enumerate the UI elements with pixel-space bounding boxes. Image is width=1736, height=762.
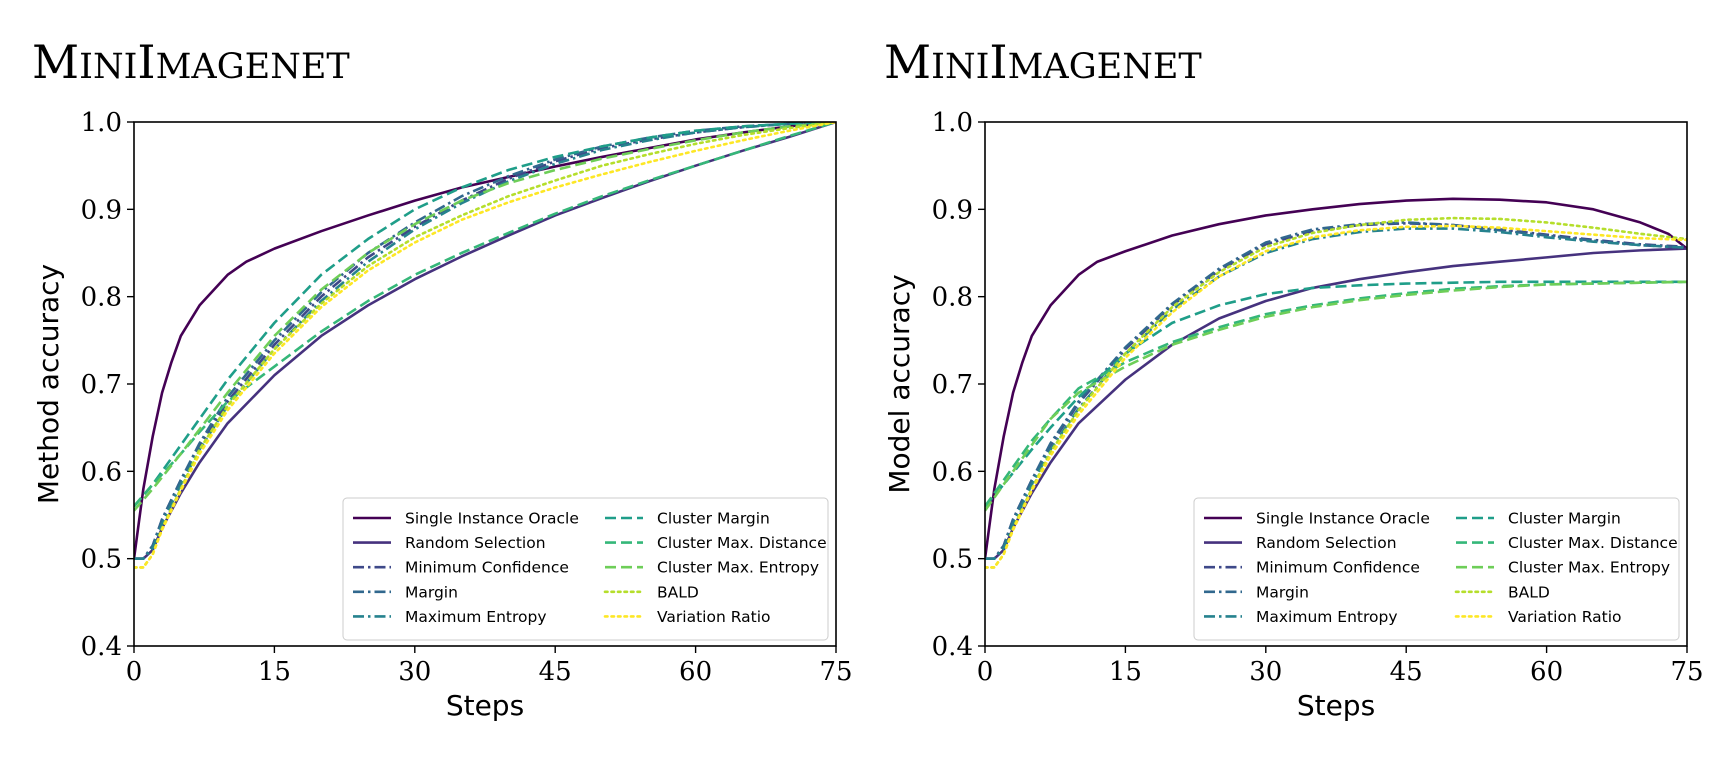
series-line-cluster-margin [985, 280, 1687, 508]
chart-panel-model-accuracy: MINIIMAGENET 0 15 30 45 60 75 0.4 0.5 0.6 0.7 0.8 0.… [883, 35, 1704, 722]
legend-item: Margin [353, 583, 458, 601]
x-tick-label: 60 [679, 657, 712, 687]
series-line-maximum-entropy [985, 227, 1687, 560]
legend-label: Cluster Max. Entropy [1508, 559, 1670, 577]
legend-label: Margin [405, 583, 458, 601]
series-group [134, 122, 836, 569]
legend-item: Cluster Margin [605, 510, 770, 528]
legend-item: Single Instance Oracle [1204, 510, 1430, 528]
series-line-single-instance-oracle [134, 122, 836, 559]
legend-item: Single Instance Oracle [353, 510, 579, 528]
legend-label: Minimum Confidence [405, 559, 569, 577]
series-line-variation-ratio [134, 122, 836, 569]
legend-label: Cluster Max. Distance [657, 534, 827, 552]
series-line-maximum-entropy [134, 122, 836, 560]
x-tick-label: 60 [1530, 657, 1563, 687]
legend-label: Variation Ratio [657, 608, 771, 626]
legend-label: BALD [657, 583, 699, 601]
y-tick-label: 0.9 [932, 195, 973, 225]
y-tick-label: 0.9 [81, 195, 122, 225]
legend-item: Cluster Max. Distance [1456, 534, 1678, 552]
y-tick-label: 0.6 [932, 457, 973, 487]
legend-item: Margin [1204, 583, 1309, 601]
y-tick-label: 0.8 [81, 283, 122, 313]
legend: Single Instance Oracle Random Selection Mi… [1193, 497, 1680, 641]
y-axis-label: Model accuracy [883, 274, 916, 493]
legend-label: Margin [1256, 583, 1309, 601]
legend-label: Cluster Max. Entropy [657, 559, 819, 577]
y-tick-label: 0.8 [932, 283, 973, 313]
legend-label: Random Selection [405, 534, 546, 552]
x-tick-label: 75 [1670, 657, 1703, 687]
y-tick-label: 0.6 [81, 457, 122, 487]
legend-item: Maximum Entropy [353, 608, 547, 626]
legend-item: Variation Ratio [1454, 608, 1622, 626]
series-line-cluster-max-distance [134, 122, 836, 508]
series-line-cluster-max-entropy [134, 122, 836, 512]
y-tick-label: 1.0 [81, 108, 122, 138]
y-tick-label: 0.4 [932, 632, 973, 662]
legend-label: Cluster Margin [1508, 510, 1621, 528]
series-group [985, 197, 1687, 569]
legend-label: Cluster Max. Distance [1508, 534, 1678, 552]
legend-item: BALD [603, 583, 699, 601]
y-tick-label: 0.7 [81, 370, 122, 400]
legend-item: Cluster Max. Entropy [605, 559, 819, 577]
legend-item: Minimum Confidence [1204, 559, 1420, 577]
x-axis-label: Steps [1297, 689, 1375, 722]
chart-panel-method-accuracy: MINIIMAGENET 0 15 30 45 60 75 0.4 0.5 0.6 0.7 0.8 0.… [32, 35, 853, 722]
x-tick-label: 75 [819, 657, 852, 687]
series-line-minimum-confidence [134, 122, 836, 560]
chart-title: MINIIMAGENET [32, 35, 350, 89]
legend-label: Random Selection [1256, 534, 1397, 552]
x-axis-label: Steps [446, 689, 524, 722]
series-line-variation-ratio [985, 224, 1687, 569]
x-tick-label: 30 [1249, 657, 1282, 687]
y-tick-label: 0.5 [932, 545, 973, 575]
legend-item: Maximum Entropy [1204, 608, 1398, 626]
y-tick-label: 1.0 [932, 108, 973, 138]
legend-label: Cluster Margin [657, 510, 770, 528]
y-tick-label: 0.7 [932, 370, 973, 400]
series-line-margin [985, 221, 1687, 560]
y-axis-label: Method accuracy [32, 264, 65, 504]
x-tick-label: 30 [398, 657, 431, 687]
legend-item: Minimum Confidence [353, 559, 569, 577]
legend-box [1193, 497, 1680, 641]
series-line-random-selection [134, 122, 836, 560]
legend-item: BALD [1454, 583, 1550, 601]
legend-label: Minimum Confidence [1256, 559, 1420, 577]
legend-box [342, 497, 829, 641]
legend-label: BALD [1508, 583, 1550, 601]
legend-item: Cluster Max. Distance [605, 534, 827, 552]
x-tick-label: 15 [258, 657, 291, 687]
x-tick-label: 0 [977, 657, 994, 687]
chart-title: MINIIMAGENET [884, 35, 1202, 89]
legend-label: Maximum Entropy [405, 608, 547, 626]
series-line-margin [134, 122, 836, 560]
series-line-single-instance-oracle [985, 197, 1687, 559]
x-tick-label: 45 [539, 657, 572, 687]
legend-label: Variation Ratio [1508, 608, 1622, 626]
legend-item: Cluster Margin [1456, 510, 1621, 528]
x-tick-label: 0 [126, 657, 143, 687]
x-tick-label: 15 [1109, 657, 1142, 687]
legend-item: Random Selection [353, 534, 546, 552]
x-tick-label: 45 [1390, 657, 1423, 687]
legend-item: Variation Ratio [603, 608, 771, 626]
series-line-cluster-margin [134, 122, 836, 508]
legend-item: Random Selection [1204, 534, 1397, 552]
legend: Single Instance Oracle Random Selection Mi… [342, 497, 829, 641]
y-tick-label: 0.4 [81, 632, 122, 662]
y-tick-label: 0.5 [81, 545, 122, 575]
legend-label: Single Instance Oracle [1256, 510, 1430, 528]
legend-label: Maximum Entropy [1256, 608, 1398, 626]
legend-label: Single Instance Oracle [405, 510, 579, 528]
legend-item: Cluster Max. Entropy [1456, 559, 1670, 577]
series-line-cluster-max-entropy [985, 280, 1687, 512]
